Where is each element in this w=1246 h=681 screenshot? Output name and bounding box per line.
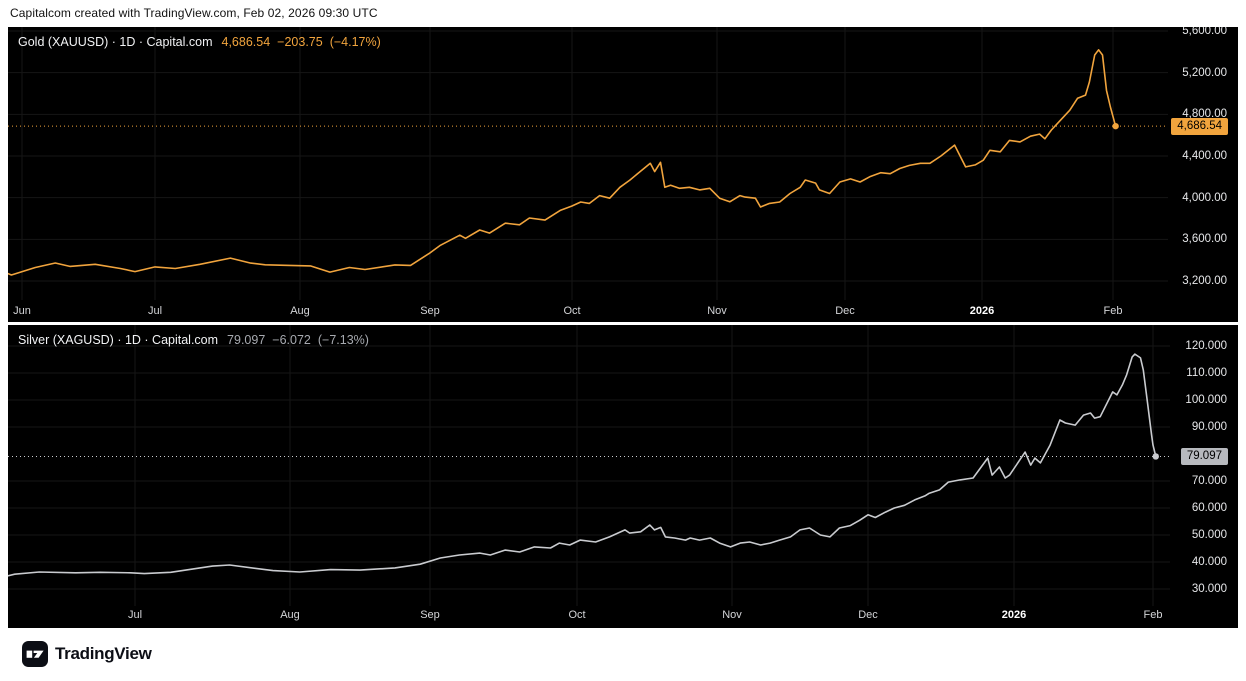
x-axis-label: Sep: [420, 609, 440, 621]
x-axis-label: Aug: [290, 305, 310, 317]
x-axis-label: 2026: [969, 305, 995, 317]
silver-time-scale[interactable]: Jul Aug Sep Oct Nov Dec 2026 Feb: [8, 608, 1238, 628]
silver-last-price-label: 79.097: [1180, 447, 1228, 465]
silver-price-scale[interactable]: 120.000 110.000 100.000 90.000 70.000 60.000 5…: [1143, 325, 1238, 628]
x-axis-label: Feb: [1103, 305, 1123, 317]
x-axis-label: Oct: [563, 305, 581, 317]
y-axis-tick-label: 40.000: [1191, 556, 1227, 568]
gold-change: −203.75: [277, 35, 323, 49]
silver-last-price: 79.097: [227, 333, 266, 347]
tradingview-branding[interactable]: TradingView: [22, 641, 152, 667]
price-series-line: [8, 353, 1157, 577]
x-axis-label: Aug: [280, 609, 300, 621]
x-axis-label: Jul: [127, 609, 143, 621]
silver-legend: Silver (XAGUSD) · 1D · Capital.com 79.09…: [18, 333, 369, 347]
last-price-dot: [1152, 453, 1159, 460]
y-axis-tick-label: 4,400.00: [1182, 150, 1227, 162]
gold-symbol-title[interactable]: Gold (XAUUSD) · 1D · Capital.com: [18, 35, 213, 49]
x-axis-label: Dec: [835, 305, 855, 317]
gold-last-price: 4,686.54: [221, 35, 271, 49]
gold-last-price-label: 4,686.54: [1171, 117, 1228, 135]
y-axis-tick-label: 110.000: [1186, 367, 1227, 379]
y-axis-tick-label: 4,800.00: [1182, 108, 1227, 121]
x-axis-label: Jun: [13, 305, 31, 317]
gold-legend: Gold (XAUUSD) · 1D · Capital.com 4,686.5…: [18, 35, 381, 49]
y-axis-tick-label: 5,200.00: [1182, 66, 1227, 79]
y-axis-tick-label: 70.000: [1191, 475, 1227, 487]
gold-time-scale[interactable]: Jun Jul Aug Sep Oct Nov Dec 2026 Feb: [8, 304, 1238, 322]
x-axis-label: Nov: [722, 609, 742, 621]
silver-change: −6.072: [272, 333, 311, 347]
x-axis-label: Sep: [420, 305, 440, 317]
snapshot-attribution: Capitalcom created with TradingView.com,…: [10, 6, 378, 20]
gold-change-percent: (−4.17%): [329, 35, 381, 49]
gold-price-line-chart: [8, 27, 1168, 300]
last-price-dot: [1112, 122, 1119, 130]
gold-legend-values: 4,686.54 −203.75 (−4.17%): [222, 35, 381, 49]
y-axis-tick-label: 3,200.00: [1182, 275, 1227, 287]
y-axis-tick-label: 120.000: [1185, 340, 1227, 352]
gold-chart-panel[interactable]: Gold (XAUUSD) · 1D · Capital.com 4,686.5…: [8, 27, 1238, 322]
silver-legend-values: 79.097 −6.072 (−7.13%): [227, 333, 369, 347]
x-axis-label: Dec: [858, 609, 878, 621]
y-axis-tick-label: 5,600.00: [1182, 27, 1227, 37]
silver-symbol-title[interactable]: Silver (XAGUSD) · 1D · Capital.com: [18, 333, 219, 347]
y-axis-tick-label: 60.000: [1191, 502, 1227, 514]
price-series-line: [8, 48, 1117, 276]
x-axis-label: Oct: [568, 609, 586, 621]
gold-price-scale[interactable]: 5,600.00 5,200.00 4,800.00 4,400.00 4,000.00…: [1143, 27, 1238, 322]
y-axis-tick-label: 50.000: [1191, 529, 1227, 541]
x-axis-label: 2026: [1001, 609, 1027, 621]
x-axis-label: Nov: [707, 305, 727, 317]
y-axis-tick-label: 30.000: [1191, 583, 1227, 595]
y-axis-tick-label: 100.000: [1185, 394, 1227, 406]
silver-chart-panel[interactable]: Silver (XAGUSD) · 1D · Capital.com 79.09…: [8, 325, 1238, 628]
y-axis-tick-label: 90.000: [1191, 421, 1227, 433]
x-axis-label: Feb: [1143, 609, 1163, 621]
silver-price-line-chart: [8, 325, 1170, 606]
tradingview-logo-icon: [22, 641, 48, 667]
silver-change-percent: (−7.13%): [317, 333, 369, 347]
y-axis-tick-label: 4,000.00: [1182, 191, 1227, 204]
x-axis-label: Jul: [147, 305, 163, 317]
tradingview-wordmark[interactable]: TradingView: [55, 644, 152, 663]
y-axis-tick-label: 3,600.00: [1182, 233, 1227, 246]
